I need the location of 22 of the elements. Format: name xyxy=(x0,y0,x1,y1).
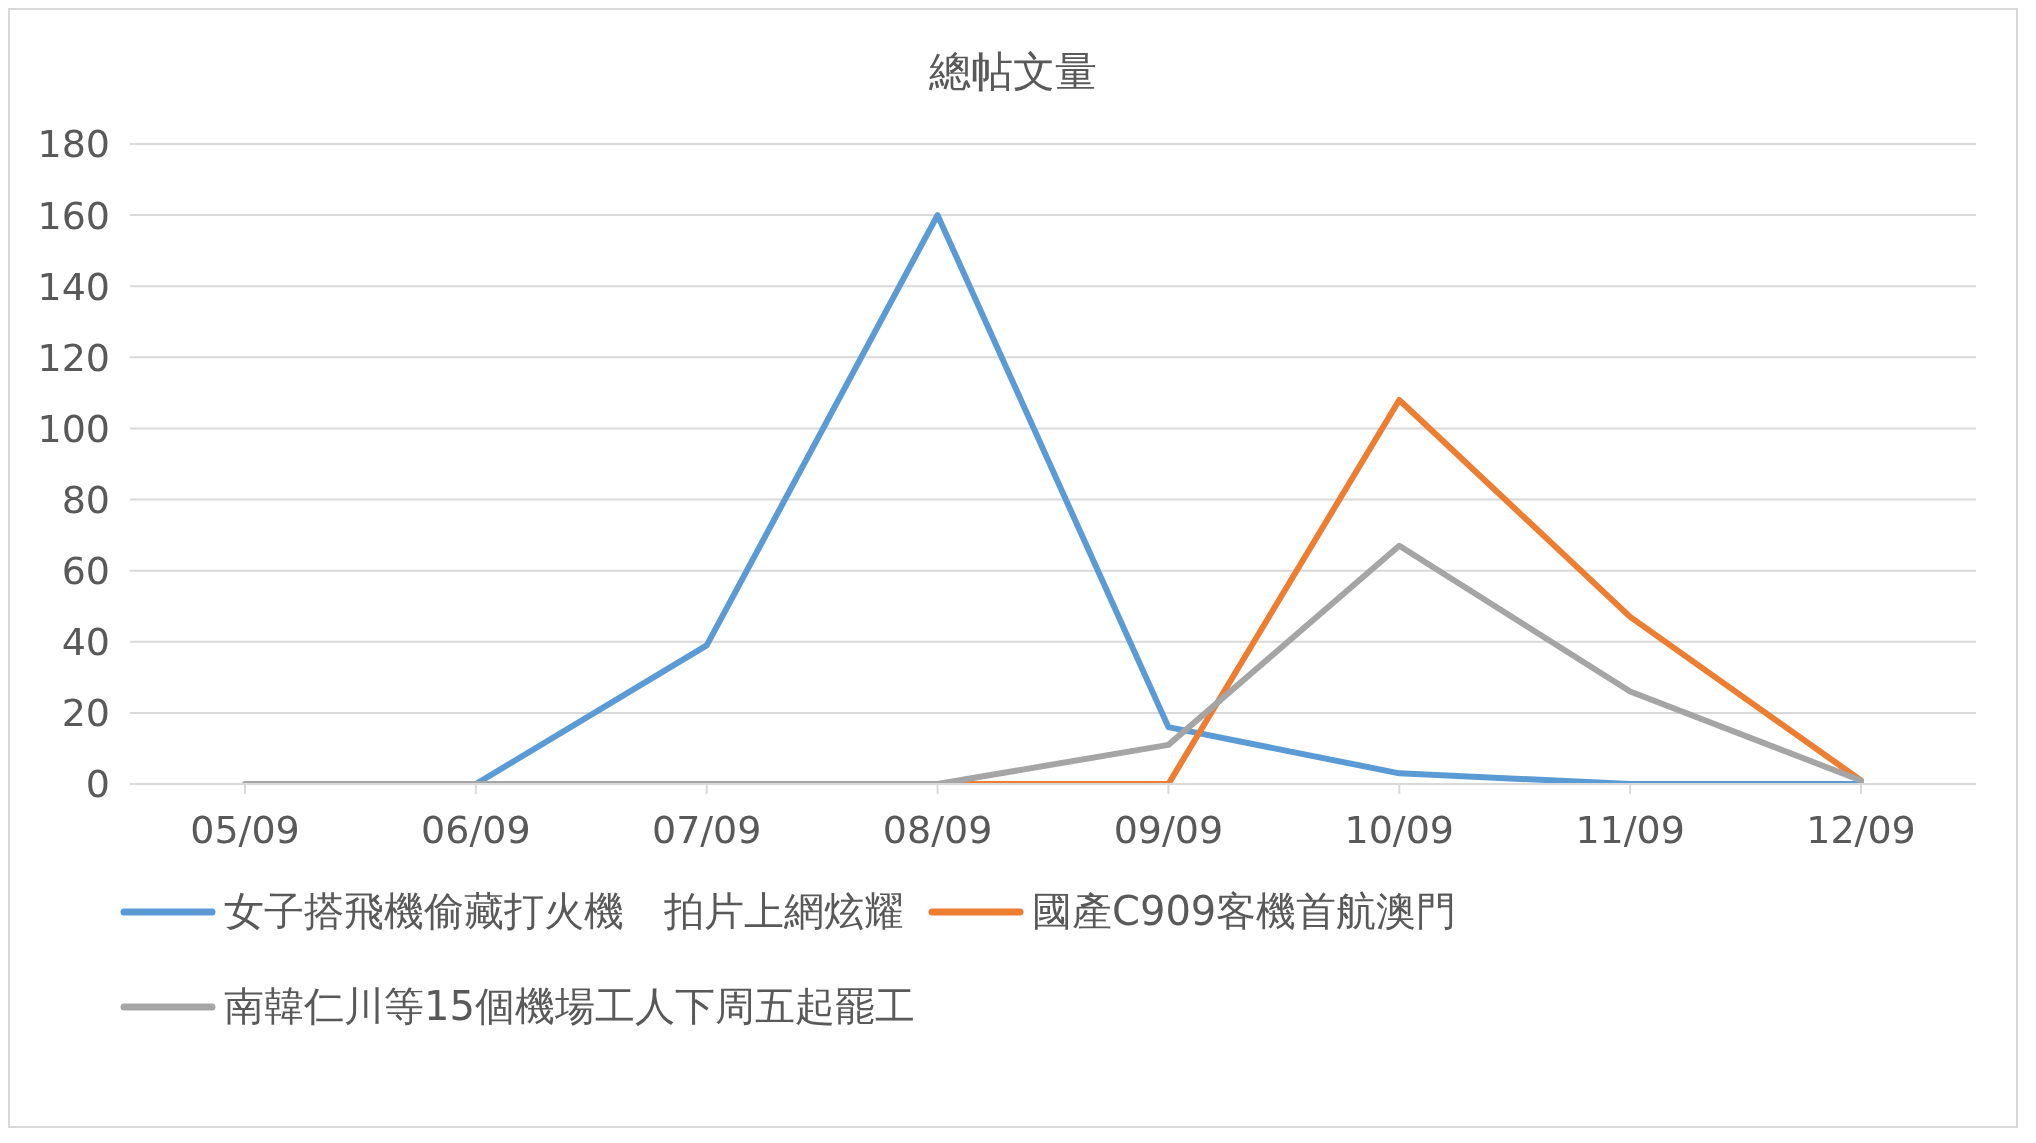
legend-label: 女子搭飛機偷藏打火機 拍片上網炫耀 xyxy=(224,887,904,936)
x-tick-label: 08/09 xyxy=(882,807,993,852)
legend-label: 南韓仁川等15個機場工人下周五起罷工 xyxy=(224,982,915,1031)
y-tick-label: 60 xyxy=(61,549,110,594)
x-tick-label: 12/09 xyxy=(1806,807,1916,852)
y-tick-label: 180 xyxy=(37,122,110,167)
y-tick-label: 40 xyxy=(61,620,110,665)
y-tick-label: 100 xyxy=(37,406,110,451)
legend-label: 國產C909客機首航澳門 xyxy=(1032,887,1457,936)
y-tick-label: 20 xyxy=(61,691,110,736)
x-tick-label: 09/09 xyxy=(1113,807,1224,852)
y-tick-label: 80 xyxy=(61,478,110,523)
x-tick-label: 06/09 xyxy=(421,807,531,852)
x-tick-label: 05/09 xyxy=(190,807,300,852)
chart-title: 總帖文量 xyxy=(928,46,1098,98)
x-tick-label: 07/09 xyxy=(651,807,762,852)
x-tick-label: 11/09 xyxy=(1575,807,1685,852)
x-tick-label: 10/09 xyxy=(1344,807,1455,852)
y-tick-label: 0 xyxy=(85,762,110,807)
y-tick-label: 140 xyxy=(37,264,110,309)
y-tick-label: 160 xyxy=(37,193,110,238)
y-tick-label: 120 xyxy=(37,335,110,380)
